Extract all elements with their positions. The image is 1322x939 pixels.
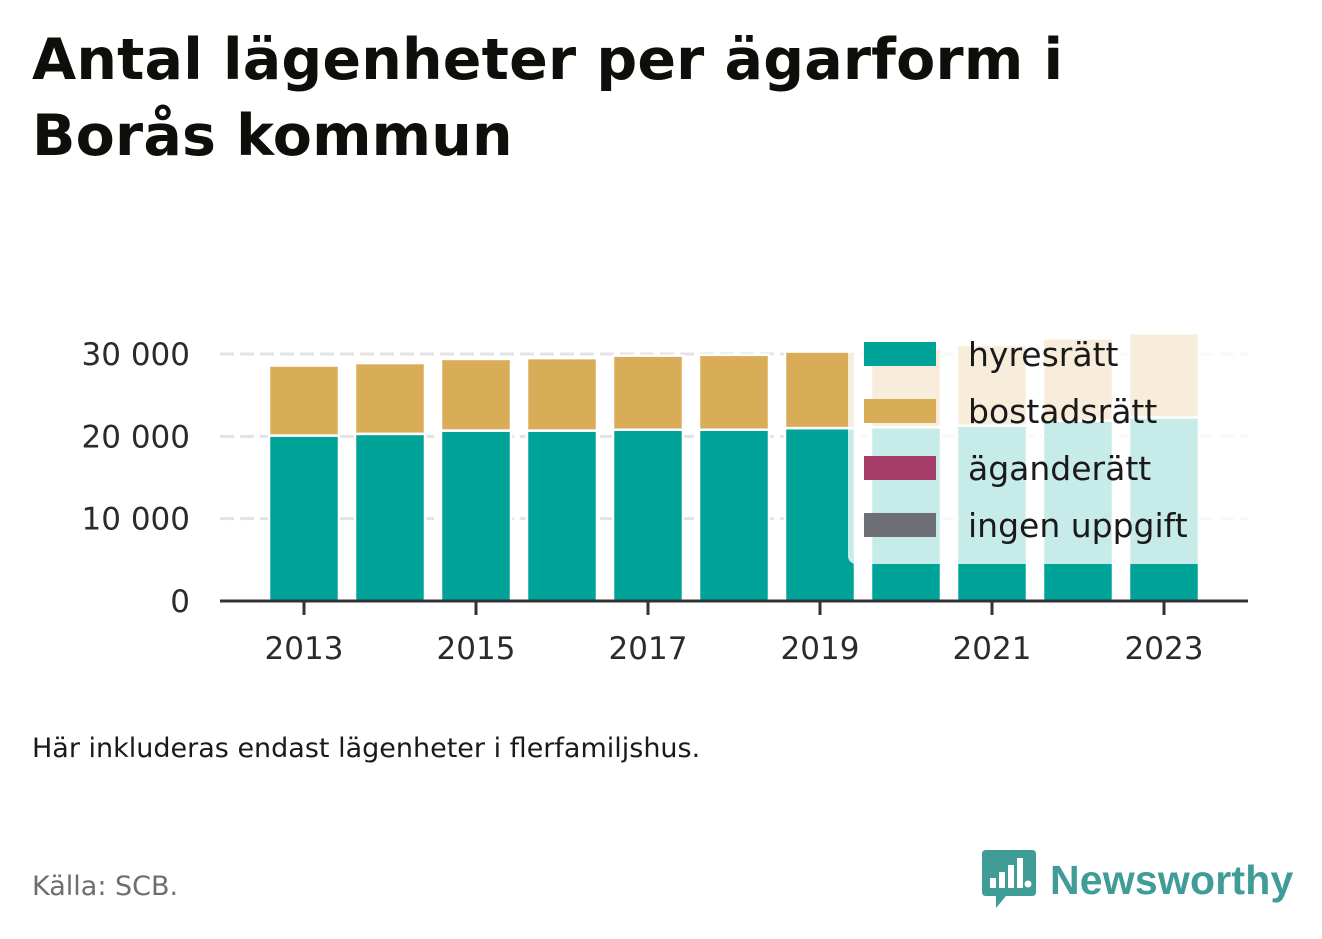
y-tick-label: 30 000 xyxy=(82,337,190,373)
legend-label: äganderätt xyxy=(968,449,1151,488)
brand-name: Newsworthy xyxy=(1050,856,1294,903)
bar-segment xyxy=(697,428,771,603)
bar-segment xyxy=(783,426,857,603)
y-tick-label: 0 xyxy=(170,584,190,620)
bar-segment xyxy=(783,350,857,430)
bar-segment xyxy=(353,432,427,603)
source-note: Källa: SCB. xyxy=(32,871,179,902)
legend-label: hyresrätt xyxy=(968,335,1119,374)
bar-segment xyxy=(439,429,513,603)
y-tick-label: 10 000 xyxy=(82,502,190,538)
x-tick-label: 2017 xyxy=(609,631,688,667)
legend-panel xyxy=(848,328,1268,564)
bar-segment xyxy=(611,354,685,431)
chart-note: Här inkluderas endast lägenheter i flerf… xyxy=(32,733,701,764)
legend-label: ingen uppgift xyxy=(968,506,1188,545)
legend-label: bostadsrätt xyxy=(968,392,1157,431)
x-tick-label: 2021 xyxy=(953,631,1032,667)
legend-swatch xyxy=(864,513,936,537)
bar-segment xyxy=(525,429,599,603)
brand-logo: Newsworthy xyxy=(980,848,1294,912)
y-tick-label: 20 000 xyxy=(82,419,190,455)
axes: 0 10 000 20 000 30 000 2013 2015 2017 2019 2021 2… xyxy=(82,337,1248,667)
bar-segment xyxy=(439,357,513,432)
bar-chart-speech-bubble-icon xyxy=(982,850,1036,908)
bar-segment xyxy=(353,361,427,436)
legend-swatch xyxy=(864,399,936,423)
bar-segment xyxy=(697,353,771,431)
bar-segment xyxy=(267,364,341,437)
legend: hyresrätt bostadsrätt äganderätt ingen uppg… xyxy=(848,328,1268,564)
bar-segment xyxy=(267,434,341,603)
chart-title: Antal lägenheter per ägarform i Borås ko… xyxy=(32,27,1064,169)
bar-segment xyxy=(525,356,599,432)
x-tick-label: 2019 xyxy=(781,631,860,667)
bar-segment xyxy=(611,428,685,603)
legend-swatch xyxy=(864,456,936,480)
x-tick-label: 2015 xyxy=(437,631,516,667)
x-tick-label: 2013 xyxy=(265,631,344,667)
legend-swatch xyxy=(864,342,936,366)
stacked-bar-chart: hyresrätt bostadsrätt äganderätt ingen uppg… xyxy=(81,328,1268,667)
x-tick-label: 2023 xyxy=(1125,631,1204,667)
